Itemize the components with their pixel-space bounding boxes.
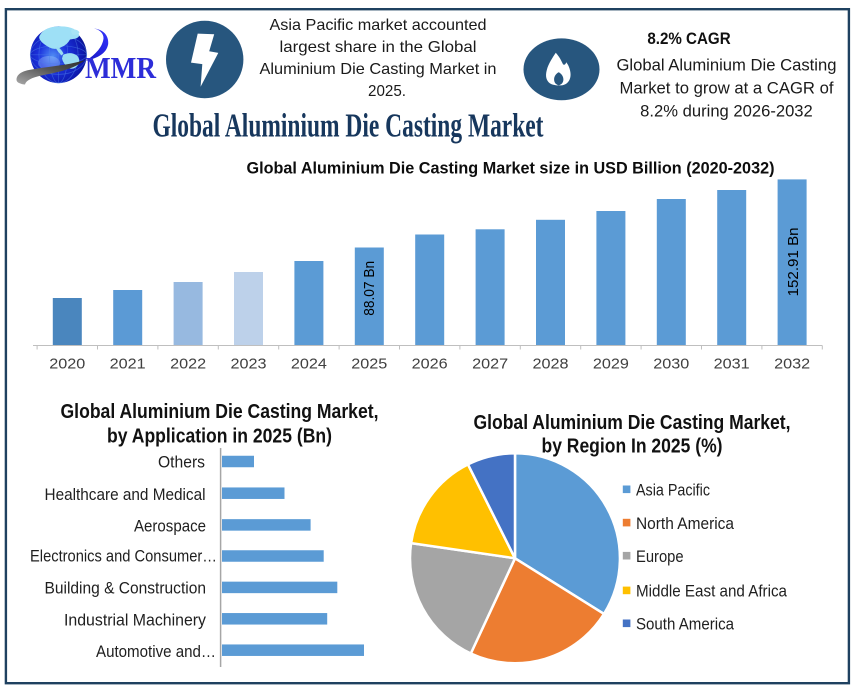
- svg-text:Middle East and Africa: Middle East and Africa: [636, 582, 787, 601]
- svg-text:Global Aluminium Die Casting M: Global Aluminium Die Casting Market: [153, 107, 544, 144]
- svg-text:Building & Construction: Building & Construction: [45, 579, 207, 598]
- svg-text:by Application in 2025 (Bn): by Application in 2025 (Bn): [107, 424, 332, 447]
- svg-text:North America: North America: [636, 514, 734, 533]
- svg-text:Aluminium Die Casting Market i: Aluminium Die Casting Market in: [260, 61, 497, 78]
- svg-text:2029: 2029: [593, 355, 629, 372]
- svg-text:South America: South America: [636, 615, 734, 634]
- svg-text:Healthcare and Medical: Healthcare and Medical: [45, 485, 206, 504]
- svg-text:2024: 2024: [291, 355, 327, 372]
- svg-text:8.2% during 2026-2032: 8.2% during 2026-2032: [640, 103, 813, 121]
- svg-text:Aerospace: Aerospace: [134, 517, 206, 536]
- svg-text:2025.: 2025.: [368, 83, 406, 100]
- svg-text:2025: 2025: [351, 355, 387, 372]
- svg-text:by Region In 2025 (%): by Region In 2025 (%): [542, 434, 723, 457]
- svg-text:2027: 2027: [472, 355, 508, 372]
- svg-text:88.07 Bn: 88.07 Bn: [361, 261, 378, 316]
- svg-text:Europe: Europe: [636, 547, 684, 566]
- svg-text:Asia Pacific market accounted: Asia Pacific market accounted: [270, 17, 487, 34]
- svg-text:Industrial Machinery: Industrial Machinery: [64, 610, 206, 629]
- svg-text:Electronics and Consumer…: Electronics and Consumer…: [30, 546, 217, 565]
- svg-text:152.91 Bn: 152.91 Bn: [785, 227, 802, 296]
- svg-text:Global Aluminium Die Casting: Global Aluminium Die Casting: [617, 56, 837, 74]
- svg-text:2028: 2028: [533, 355, 569, 372]
- svg-text:2030: 2030: [653, 355, 689, 372]
- svg-text:Market to grow at a CAGR of: Market to grow at a CAGR of: [620, 80, 834, 98]
- svg-text:Asia Pacific: Asia Pacific: [636, 481, 710, 500]
- svg-text:2031: 2031: [714, 355, 750, 372]
- svg-text:Global Aluminium Die Casting M: Global Aluminium Die Casting Market,: [61, 400, 379, 423]
- svg-text:8.2% CAGR: 8.2% CAGR: [647, 30, 730, 48]
- svg-text:MMR: MMR: [85, 50, 157, 85]
- svg-text:2026: 2026: [412, 355, 448, 372]
- svg-text:2021: 2021: [110, 355, 146, 372]
- svg-text:Automotive and…: Automotive and…: [96, 642, 216, 661]
- svg-text:Global Aluminium Die Casting M: Global Aluminium Die Casting Market size…: [247, 160, 775, 178]
- svg-text:2020: 2020: [49, 355, 85, 372]
- svg-text:Global Aluminium Die Casting M: Global Aluminium Die Casting Market,: [474, 411, 791, 434]
- svg-text:2022: 2022: [170, 355, 206, 372]
- svg-text:2023: 2023: [231, 355, 267, 372]
- svg-text:Others: Others: [158, 452, 205, 471]
- svg-text:largest share in the Global: largest share in the Global: [280, 39, 477, 56]
- svg-text:2032: 2032: [774, 355, 810, 372]
